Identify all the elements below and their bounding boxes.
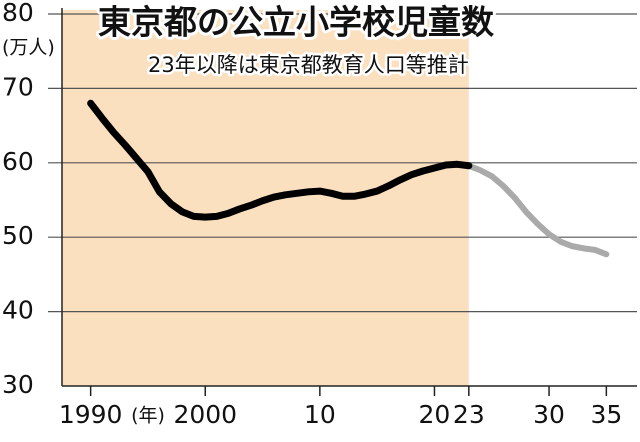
x-tick-label: 23 (453, 400, 485, 429)
y-tick-label: 60 (2, 147, 34, 176)
x-tick-label: 30 (533, 400, 565, 429)
y-tick-label: 50 (2, 221, 34, 250)
y-unit: (万人) (2, 37, 55, 59)
series-line (465, 162, 610, 258)
x-tick-label: 35 (590, 400, 622, 429)
x-tick-label: 1990 (59, 400, 123, 429)
plot-area: 30 40 50 60 70 80 1990 2000 10 20 23 30 35 (2, 0, 637, 429)
x-unit: (年) (131, 405, 165, 427)
y-tick-label: 70 (2, 72, 34, 101)
x-tick-label: 20 (419, 400, 451, 429)
x-tick-label: 10 (304, 400, 336, 429)
y-tick-label: 30 (2, 370, 34, 399)
chart-subtitle: 23年以降は東京都教育人口等推計 (148, 53, 469, 77)
y-tick-label: 80 (2, 0, 34, 27)
y-tick-label: 40 (2, 296, 34, 325)
chart-title: 東京都の公立小学校児童数 (98, 3, 495, 42)
x-tick-label: 2000 (173, 400, 237, 429)
series-line (87, 99, 473, 221)
